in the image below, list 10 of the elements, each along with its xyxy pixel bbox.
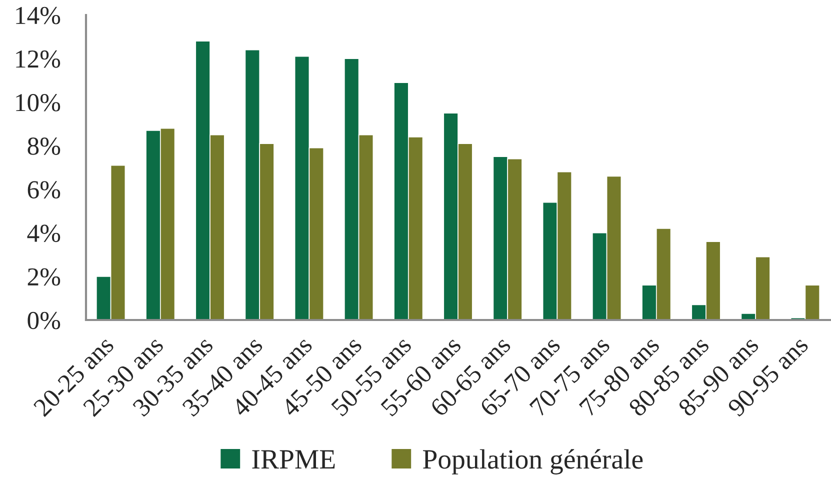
- y-tick-label: 10%: [16, 94, 60, 112]
- y-tick-label: 4%: [27, 224, 60, 242]
- y-tick-label: 2%: [28, 268, 60, 286]
- y-tick-label: 14%: [16, 6, 60, 24]
- y-tick-label: 0%: [28, 312, 60, 330]
- legend-label: IRPME: [252, 450, 335, 468]
- y-tick-label: 12%: [16, 50, 60, 68]
- legend-label: Population générale: [423, 449, 643, 474]
- y-tick-label: 6%: [28, 181, 60, 199]
- y-tick-label: 8%: [28, 138, 60, 155]
